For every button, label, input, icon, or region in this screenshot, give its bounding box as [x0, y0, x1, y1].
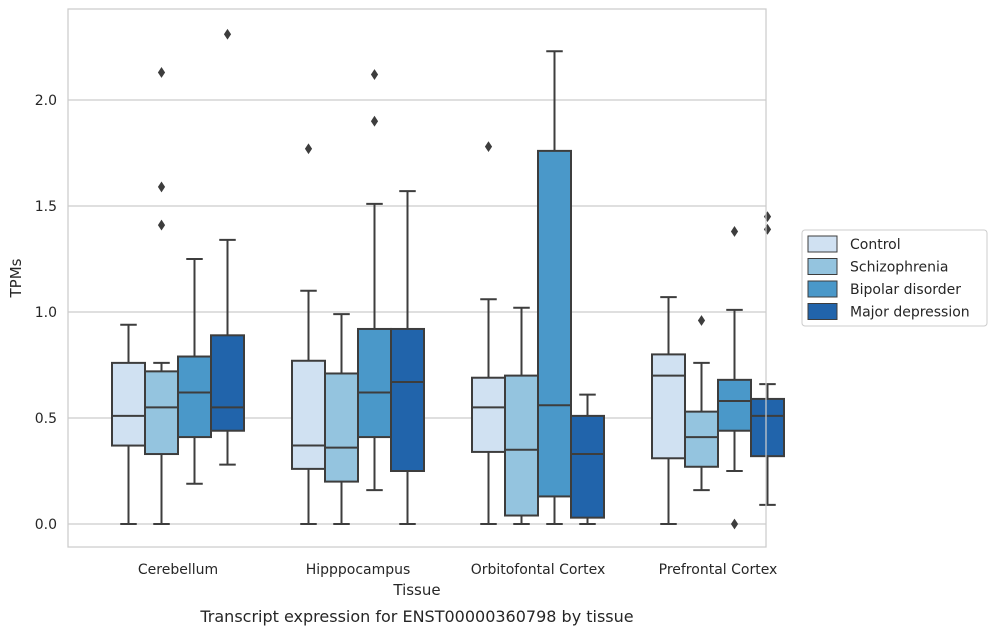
outlier-point — [370, 115, 379, 127]
box-bipolar-disorder — [537, 50, 572, 525]
box-iqr — [537, 149, 572, 498]
box-iqr — [570, 414, 605, 519]
outlier-point — [730, 518, 739, 530]
box-bipolar-disorder — [357, 69, 392, 492]
y-axis-label: TPMs — [7, 258, 25, 298]
box-major-depression — [750, 211, 785, 506]
box-control — [111, 323, 146, 525]
box-iqr — [684, 410, 719, 468]
box-iqr — [357, 327, 392, 439]
box-bipolar-disorder — [717, 226, 752, 530]
legend-swatch — [807, 303, 838, 320]
box-iqr — [717, 378, 752, 432]
outlier-point — [157, 181, 166, 193]
box-major-depression — [210, 28, 245, 466]
outlier-point — [730, 226, 739, 237]
box-major-depression — [390, 190, 425, 525]
outlier-point — [370, 69, 379, 80]
x-tick-label: Cerebellum — [138, 562, 218, 578]
legend-swatch — [807, 258, 838, 275]
x-tick-label: Hipppocampus — [306, 562, 411, 578]
y-tick-label: 1.5 — [35, 199, 57, 215]
box-iqr — [210, 334, 245, 432]
chart-caption: Transcript expression for ENST0000036079… — [199, 607, 633, 626]
y-axis-ticks: 0.0 0.5 1.0 1.5 2.0 — [35, 93, 57, 533]
outlier-point — [157, 219, 166, 231]
y-tick-label: 2.0 — [35, 93, 57, 109]
legend-label: Major depression — [850, 305, 970, 321]
y-tick-label: 0.0 — [35, 517, 57, 533]
box-groups — [111, 28, 785, 530]
legend-frame — [801, 229, 988, 327]
legend-swatch — [807, 280, 838, 298]
box-iqr — [651, 353, 686, 460]
box-iqr — [177, 355, 212, 439]
outlier-point — [484, 141, 493, 153]
box-schizophrenia — [684, 315, 719, 492]
legend: Control Schizophrenia Bipolar disorder Majo… — [801, 229, 988, 327]
legend-label: Schizophrenia — [850, 260, 948, 276]
y-tick-label: 0.5 — [35, 411, 57, 427]
outlier-point — [697, 315, 706, 326]
box-control — [651, 296, 686, 525]
box-iqr — [390, 327, 425, 472]
x-axis-ticks: Cerebellum Hipppocampus Orbitofontal Corte… — [138, 562, 777, 578]
legend-label: Bipolar disorder — [850, 282, 961, 298]
box-major-depression — [570, 393, 605, 525]
x-tick-label: Orbitofontal Cortex — [471, 562, 606, 578]
box-iqr — [471, 376, 506, 453]
box-iqr — [291, 359, 326, 470]
box-iqr — [750, 397, 785, 458]
outlier-point — [304, 143, 313, 155]
legend-swatch — [807, 235, 838, 253]
box-iqr — [504, 374, 539, 517]
x-axis-label: Tissue — [392, 581, 440, 599]
box-iqr — [111, 361, 146, 447]
y-tick-label: 1.0 — [35, 305, 57, 321]
legend-label: Control — [850, 237, 901, 253]
box-iqr — [324, 372, 359, 483]
box-control — [471, 141, 506, 525]
box-control — [291, 143, 326, 525]
plot-area-frame — [67, 8, 767, 548]
x-tick-label: Prefrontal Cortex — [659, 562, 778, 578]
outlier-point — [157, 67, 166, 78]
outlier-point — [223, 28, 232, 40]
box-schizophrenia — [324, 313, 359, 525]
box-iqr — [144, 370, 179, 456]
